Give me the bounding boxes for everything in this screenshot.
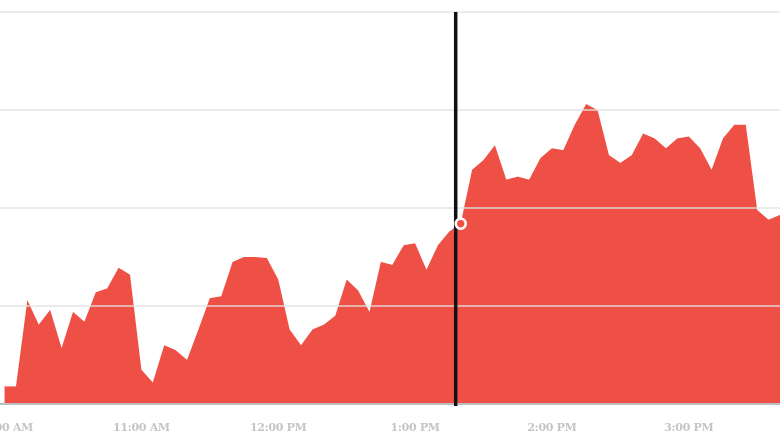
x-tick-label: 12:00 PM <box>250 421 307 434</box>
x-tick-label: 1:00 PM <box>390 421 439 434</box>
x-tick-label: 11:00 AM <box>113 421 170 434</box>
x-tick-label: 3:00 PM <box>664 421 713 434</box>
area <box>4 104 780 404</box>
selected-point <box>454 217 467 230</box>
x-tick-label: 2:00 PM <box>527 421 576 434</box>
x-tick-label: 10:00 AM <box>0 421 33 434</box>
